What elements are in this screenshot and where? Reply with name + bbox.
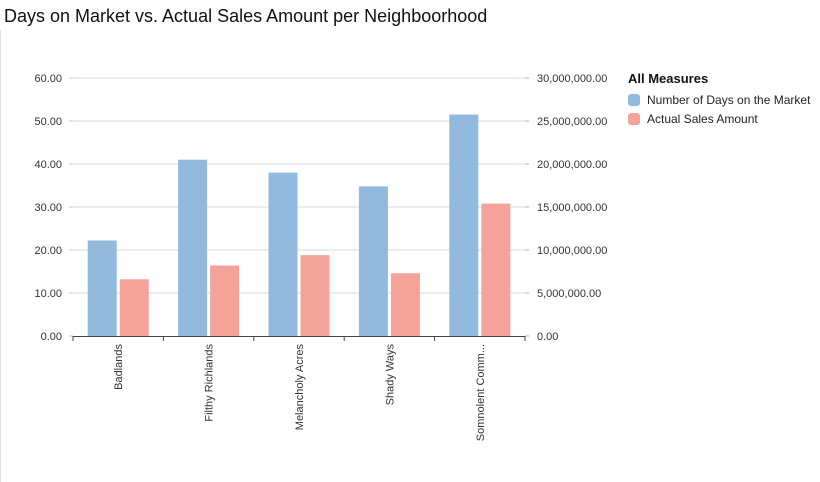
- category-label: Shady Ways: [384, 344, 396, 406]
- bar-actual-sales-amount[interactable]: [210, 265, 240, 336]
- left-tick-label: 30.00: [34, 202, 62, 214]
- right-tick-label: 5,000,000.00: [537, 288, 601, 300]
- right-tick-label: 15,000,000.00: [537, 202, 607, 214]
- bars: [87, 114, 511, 336]
- bar-actual-sales-amount[interactable]: [119, 279, 149, 336]
- bar-days-on-market[interactable]: [87, 240, 117, 336]
- bar-actual-sales-amount[interactable]: [300, 255, 330, 336]
- bar-days-on-market[interactable]: [358, 186, 388, 336]
- category-labels: Badlands Filthy Richlands Melancholy Acres…: [113, 344, 487, 442]
- legend-swatch-days: [628, 93, 640, 106]
- right-tick-label: 0.00: [537, 331, 558, 343]
- right-tick-label: 20,000,000.00: [537, 159, 607, 171]
- bar-days-on-market[interactable]: [178, 159, 208, 336]
- left-tick-label: 20.00: [34, 245, 62, 257]
- left-tick-label: 60.00: [34, 73, 62, 85]
- legend-title: All Measures: [628, 71, 709, 86]
- right-tick-label: 30,000,000.00: [537, 73, 607, 85]
- category-label: Filthy Richlands: [204, 344, 216, 422]
- legend-label-sales: Actual Sales Amount: [647, 111, 758, 126]
- legend-item-days[interactable]: Number of Days on the Market: [628, 90, 810, 109]
- category-label: Badlands: [113, 344, 125, 390]
- right-tick-label: 25,000,000.00: [537, 116, 607, 128]
- bar-days-on-market[interactable]: [449, 114, 479, 336]
- left-tick-label: 10.00: [34, 288, 62, 300]
- x-axis: [72, 336, 526, 341]
- right-axis-ticks: 0.00 5,000,000.00 10,000,000.00 15,000,000.…: [525, 73, 607, 343]
- left-tick-label: 50.00: [34, 116, 62, 128]
- right-tick-label: 10,000,000.00: [537, 245, 607, 257]
- category-label: Melancholy Acres: [294, 344, 306, 431]
- bar-days-on-market[interactable]: [268, 172, 298, 336]
- legend-label-days: Number of Days on the Market: [647, 92, 811, 107]
- chart-title: Days on Market vs. Actual Sales Amount p…: [4, 6, 488, 26]
- left-tick-label: 0.00: [41, 331, 62, 343]
- legend-swatch-sales: [628, 112, 640, 125]
- left-axis-ticks: 0.00 10.00 20.00 30.00 40.00 50.00 60.00: [34, 73, 73, 343]
- bar-actual-sales-amount[interactable]: [481, 203, 511, 336]
- left-tick-label: 40.00: [34, 159, 62, 171]
- bar-actual-sales-amount[interactable]: [390, 273, 420, 336]
- category-label: Somnolent Comm...: [475, 344, 487, 441]
- legend: All Measures Number of Days on the Marke…: [628, 71, 810, 128]
- legend-item-sales[interactable]: Actual Sales Amount: [628, 109, 810, 128]
- panel-left-edge: [0, 30, 1, 482]
